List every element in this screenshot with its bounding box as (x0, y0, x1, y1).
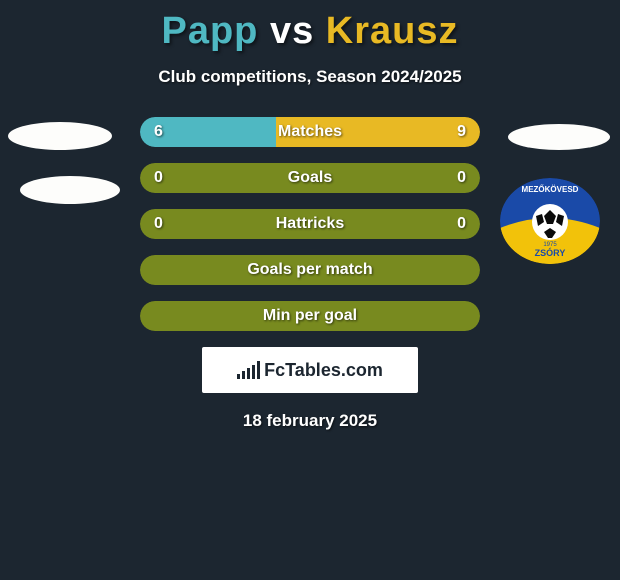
comparison-title: Papp vs Krausz (0, 0, 620, 53)
stat-label: Hattricks (140, 209, 480, 239)
badge-bottom-text: ZSÓRY (535, 247, 566, 258)
subtitle: Club competitions, Season 2024/2025 (0, 67, 620, 87)
stat-label: Goals per match (140, 255, 480, 285)
stat-row: 00Hattricks (140, 209, 480, 239)
stat-row: 69Matches (140, 117, 480, 147)
brand-bars-icon (237, 361, 260, 379)
vs-text: vs (270, 10, 314, 52)
badge-top-text: MEZŐKÖVESD (522, 185, 579, 194)
stat-label: Goals (140, 163, 480, 193)
stat-row: Min per goal (140, 301, 480, 331)
stat-label: Min per goal (140, 301, 480, 331)
stat-label: Matches (140, 117, 480, 147)
stats-container: 69Matches 00Goals 00Hattricks Goals per mat… (140, 117, 480, 331)
player1-name: Papp (161, 10, 258, 52)
brand-badge: FcTables.com (202, 347, 418, 393)
player2-name: Krausz (326, 10, 459, 52)
club-right-badge: MEZŐKÖVESD ZSÓRY 1975 (500, 178, 600, 264)
stat-row: Goals per match (140, 255, 480, 285)
brand-text: FcTables.com (264, 360, 383, 381)
snapshot-date: 18 february 2025 (0, 411, 620, 431)
club-left-placeholder-1 (8, 122, 112, 150)
club-left-placeholder-2 (20, 176, 120, 204)
club-right-placeholder (508, 124, 610, 150)
stat-row: 00Goals (140, 163, 480, 193)
badge-year: 1975 (543, 242, 557, 248)
